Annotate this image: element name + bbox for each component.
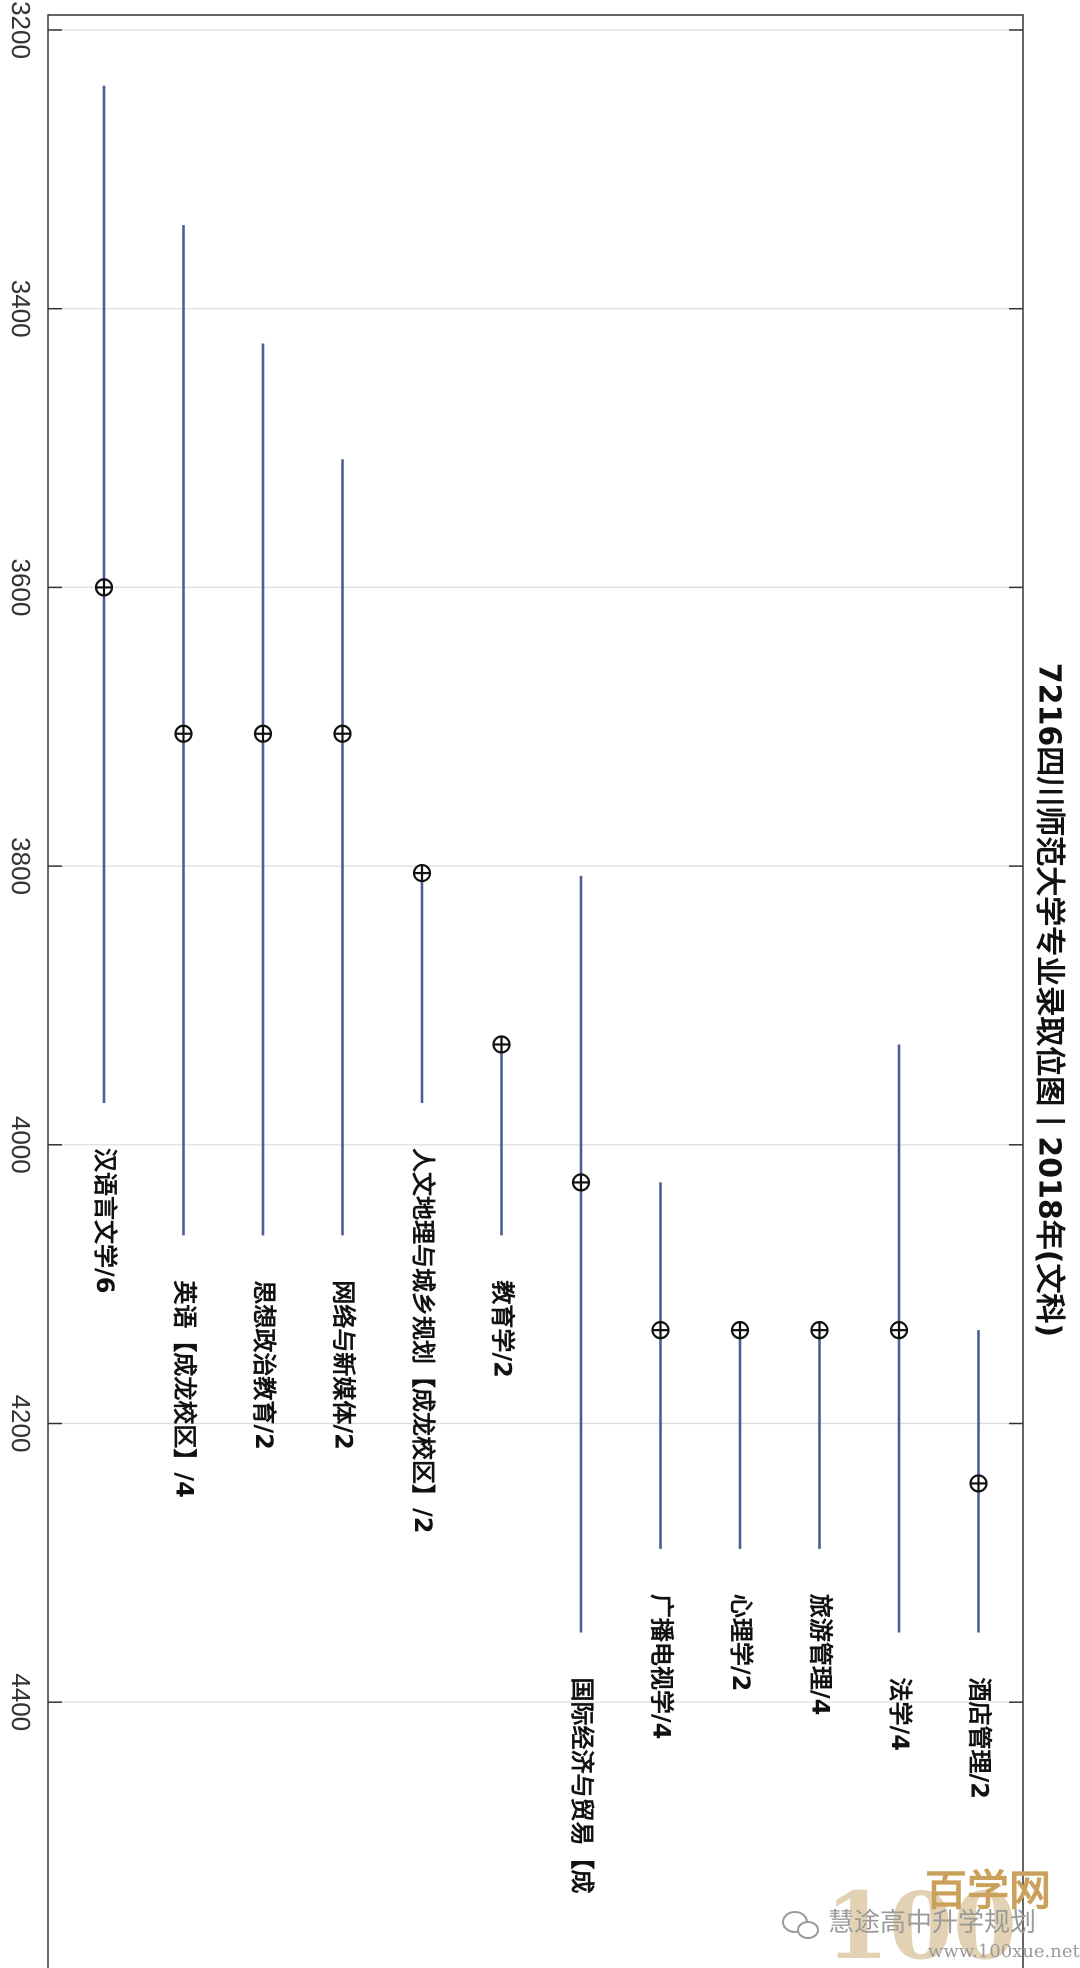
range-item-5: 教育学/2 [489,1035,517,1378]
median-marker [730,1321,750,1340]
tick-label-3200: 3200 [6,1,36,59]
median-marker [412,863,432,883]
category-label: 酒店管理/2 [966,1678,994,1799]
category-label: 汉语言文学/6 [91,1148,119,1293]
range-item-4: 人文地理与城乡规划【成龙校区】/2 [409,863,437,1533]
chart-title: 7216四川师范大学专业录取位图丨2018年(文科) [1032,663,1067,1337]
category-label: 英语【成龙校区】/4 [171,1280,199,1497]
category-label: 网络与新媒体/2 [330,1280,358,1449]
watermark-url: www.100xue.net [928,1941,1080,1962]
wechat-icon [782,1911,819,1939]
median-marker [571,1173,591,1192]
median-marker [810,1321,829,1340]
range-item-1: 英语【成龙校区】/4 [171,225,199,1498]
watermark-brand: 百学网 [925,1866,1051,1915]
range-item-3: 网络与新媒体/2 [330,459,358,1450]
series-layer: 汉语言文学/6 英语【成龙校区】/4 思想政治教育/2 网络与新媒体/2 人文地理与城乡… [91,85,994,1894]
tick-label-3600: 3600 [6,558,36,616]
grid-layer [48,29,1023,1703]
tick-label-4000: 4000 [6,1116,36,1174]
tick-label-4200: 4200 [6,1395,36,1453]
category-label: 法学/4 [886,1678,914,1751]
tick-label-3800: 3800 [6,837,36,895]
median-marker [969,1474,988,1493]
tick-layer: 3200 3400 3600 3800 4000 4200 4400 [6,1,1023,1731]
range-item-8: 心理学/2 [727,1321,755,1691]
median-marker [174,724,193,743]
watermark-account: 慧途高中升学规划 [828,1908,1036,1938]
category-label: 广播电视学/4 [648,1594,676,1739]
category-label: 国际经济与贸易【成 [568,1678,596,1894]
category-label: 心理学/2 [727,1594,755,1691]
range-item-10: 法学/4 [886,1044,914,1751]
category-label: 教育学/2 [489,1280,517,1377]
range-item-6: 国际经济与贸易【成 [568,875,596,1894]
tick-label-4400: 4400 [6,1673,36,1731]
median-marker [94,578,114,597]
category-label: 人文地理与城乡规划【成龙校区】/2 [409,1148,437,1533]
range-item-9: 旅游管理/4 [807,1321,835,1715]
watermark-100-logo: 100 [825,1872,1017,1968]
chart-title-group: 7216四川师范大学专业录取位图丨2018年(文科) [1032,663,1067,1337]
range-item-0: 汉语言文学/6 [91,85,119,1293]
range-item-2: 思想政治教育/2 [250,343,278,1450]
median-marker [333,724,352,743]
category-label: 旅游管理/4 [807,1594,835,1715]
median-marker [889,1321,909,1340]
plot-frame [47,14,1024,1968]
range-item-11: 酒店管理/2 [966,1330,994,1799]
watermark: 100 百学网 慧途高中升学规划 www.100xue.net [782,1866,1080,1968]
category-label: 思想政治教育/2 [250,1280,278,1449]
median-marker [651,1321,670,1340]
median-marker [492,1035,511,1054]
median-marker [253,724,273,743]
tick-label-3400: 3400 [6,280,36,338]
range-item-7: 广播电视学/4 [648,1182,676,1739]
